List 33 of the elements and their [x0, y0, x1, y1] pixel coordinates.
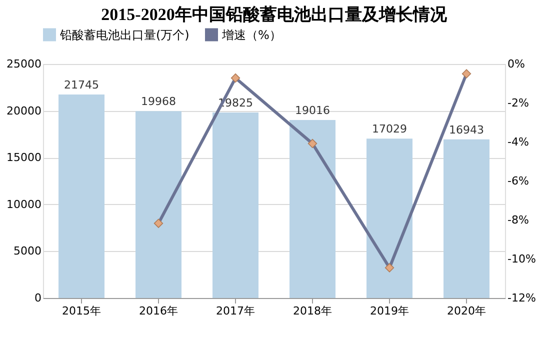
- x-tick-label: 2016年: [139, 304, 178, 318]
- x-tick-label: 2017年: [216, 304, 255, 318]
- bar: [58, 94, 104, 298]
- chart-title: 2015-2020年中国铅酸蓄电池出口量及增长情况: [101, 5, 448, 24]
- y-tick-label: 0: [34, 292, 42, 304]
- bar: [290, 120, 336, 298]
- data-label: 17029: [372, 122, 407, 136]
- bar: [444, 139, 490, 298]
- legend-label: 铅酸蓄电池出口量(万个): [59, 28, 190, 42]
- y2-tick-label: -4%: [508, 136, 529, 148]
- y-tick-label: 20000: [6, 104, 42, 118]
- y-tick-label: 10000: [6, 198, 42, 211]
- x-tick-label: 2019年: [370, 304, 409, 318]
- y2-tick-label: 0%: [508, 58, 525, 70]
- bar: [136, 111, 182, 298]
- data-label: 19016: [295, 104, 330, 118]
- bar: [366, 138, 412, 298]
- x-tick-label: 2015年: [62, 304, 101, 318]
- x-tick-label: 2020年: [447, 304, 486, 318]
- data-label: 21745: [64, 78, 99, 92]
- y2-tick-label: -2%: [508, 96, 529, 110]
- y2-tick-label: -10%: [508, 252, 536, 266]
- x-tick-label: 2018年: [293, 304, 332, 318]
- legend-label: 增速（%）: [221, 28, 282, 42]
- y2-tick-label: -12%: [508, 292, 536, 304]
- y-tick-label: 5000: [14, 244, 42, 258]
- data-label: 19968: [141, 95, 176, 108]
- y-tick-label: 15000: [6, 151, 42, 164]
- y2-tick-label: -8%: [508, 214, 529, 226]
- data-label: 16943: [449, 123, 484, 136]
- y2-tick-label: -6%: [508, 174, 529, 188]
- bar: [212, 112, 258, 298]
- y-tick-label: 25000: [6, 58, 42, 70]
